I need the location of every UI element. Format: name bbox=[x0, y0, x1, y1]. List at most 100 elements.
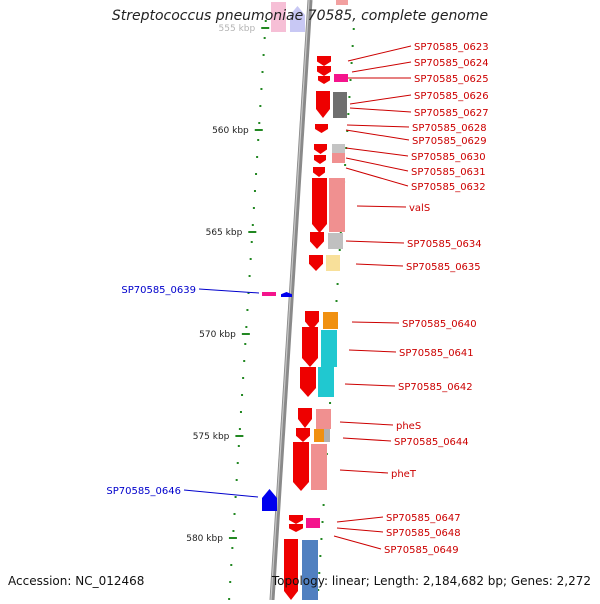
label-leader bbox=[198, 288, 260, 294]
ruler-dot bbox=[321, 521, 324, 523]
ruler-tick-label: 580 kbp bbox=[186, 534, 223, 544]
cds-arrow bbox=[289, 524, 303, 532]
label-leader bbox=[345, 240, 405, 244]
ruler-dot bbox=[347, 113, 350, 115]
cds-arrow bbox=[281, 292, 292, 297]
ruler-dot bbox=[335, 300, 338, 302]
label-leader bbox=[351, 321, 400, 324]
ruler-dot bbox=[260, 88, 263, 90]
ruler-dot bbox=[245, 326, 248, 328]
label-leader bbox=[333, 535, 382, 550]
gene-label: SP70585_0626 bbox=[414, 91, 489, 102]
ruler: 555 kbp 560 kbp 565 kbp 570 kbp 575 kbp 580 k… bbox=[186, 24, 270, 544]
ruler-dot bbox=[346, 130, 349, 132]
ruler-dot bbox=[351, 45, 354, 47]
gene-block bbox=[316, 409, 331, 429]
ruler-dot bbox=[235, 479, 238, 481]
cds-arrow bbox=[317, 66, 331, 76]
gene-label: SP70585_0642 bbox=[398, 382, 473, 393]
genome-backbone bbox=[269, 0, 313, 601]
ruler-dot bbox=[320, 538, 323, 540]
ruler-dot bbox=[255, 173, 258, 175]
ruler-dot bbox=[253, 190, 256, 192]
ruler-dot bbox=[237, 445, 240, 447]
gene-label: SP70585_0629 bbox=[412, 136, 487, 147]
ruler-dot bbox=[249, 258, 252, 260]
label-leader bbox=[348, 349, 397, 353]
ruler-dot bbox=[241, 394, 244, 396]
gene-block bbox=[318, 367, 334, 397]
cds-arrow bbox=[305, 311, 319, 330]
ruler-dot bbox=[317, 589, 320, 591]
gene-label: valS bbox=[409, 203, 430, 214]
ruler-tick-label: 565 kbp bbox=[206, 228, 243, 238]
cds-arrow bbox=[318, 76, 330, 84]
cds-arrow bbox=[300, 367, 316, 397]
label-leader bbox=[344, 383, 396, 387]
gene-label: SP70585_0647 bbox=[386, 513, 461, 524]
ruler-dot bbox=[259, 105, 262, 107]
gene-label: pheT bbox=[391, 469, 417, 480]
gene-label: SP70585_0623 bbox=[414, 42, 489, 53]
label-leader bbox=[355, 263, 404, 267]
gene-label: pheS bbox=[396, 421, 421, 432]
ruler-dot bbox=[232, 530, 235, 532]
gene-block bbox=[271, 2, 286, 32]
cds-arrow bbox=[309, 255, 323, 271]
ruler-dot bbox=[238, 428, 241, 430]
label-leaders bbox=[183, 45, 412, 550]
gene-block bbox=[336, 0, 348, 5]
ruler-dot bbox=[251, 224, 254, 226]
label-leader bbox=[351, 61, 412, 73]
ruler-dot bbox=[243, 360, 246, 362]
label-leader bbox=[345, 147, 409, 157]
ruler-dot bbox=[336, 283, 339, 285]
gene-block bbox=[311, 444, 327, 490]
gene-label: SP70585_0646 bbox=[106, 486, 181, 497]
ruler-dot bbox=[248, 275, 251, 277]
ruler-dot bbox=[344, 164, 347, 166]
label-leader bbox=[336, 527, 384, 533]
label-leader bbox=[349, 107, 412, 113]
cds-arrow bbox=[310, 232, 324, 249]
genome-backbone-highlight bbox=[270, 0, 310, 601]
gene-block bbox=[329, 178, 345, 232]
cds-arrow bbox=[314, 155, 326, 164]
ruler-dot bbox=[349, 79, 352, 81]
label-leader bbox=[347, 45, 412, 62]
label-leader bbox=[339, 469, 389, 474]
gene-block bbox=[333, 92, 347, 118]
cds-arrow bbox=[296, 428, 310, 442]
gene-block bbox=[332, 153, 345, 163]
ruler-dot bbox=[231, 547, 234, 549]
gene-label: SP70585_0625 bbox=[414, 74, 489, 85]
ruler-dot bbox=[262, 54, 265, 56]
ruler-dot bbox=[318, 572, 321, 574]
ruler-tick-label: 575 kbp bbox=[193, 432, 230, 442]
label-leader bbox=[345, 129, 410, 141]
gene-label: SP70585_0639 bbox=[121, 285, 196, 296]
ruler-dot bbox=[233, 513, 236, 515]
ruler-dot bbox=[236, 462, 239, 464]
ruler-dot bbox=[352, 28, 355, 30]
label-leader bbox=[183, 489, 259, 498]
gene-label: SP70585_0644 bbox=[394, 437, 469, 448]
gene-block bbox=[332, 144, 345, 153]
ruler-dot bbox=[247, 292, 250, 294]
gene-block bbox=[324, 429, 330, 442]
label-leader bbox=[346, 124, 410, 128]
gene-label: SP70585_0628 bbox=[412, 123, 487, 134]
gene-label: SP70585_0631 bbox=[411, 167, 486, 178]
cds-arrow bbox=[284, 539, 298, 600]
ruler-dot bbox=[244, 343, 247, 345]
ruler-dot bbox=[329, 402, 332, 404]
cds-arrow bbox=[315, 124, 328, 133]
accession-text: Accession: NC_012468 bbox=[8, 574, 145, 588]
label-leader bbox=[342, 437, 392, 442]
ruler-dot bbox=[229, 581, 232, 583]
ruler-tick-label: 560 kbp bbox=[212, 126, 249, 136]
gene-label: SP70585_0640 bbox=[402, 319, 477, 330]
cds-arrow bbox=[314, 144, 327, 154]
ruler-dot bbox=[246, 309, 249, 311]
